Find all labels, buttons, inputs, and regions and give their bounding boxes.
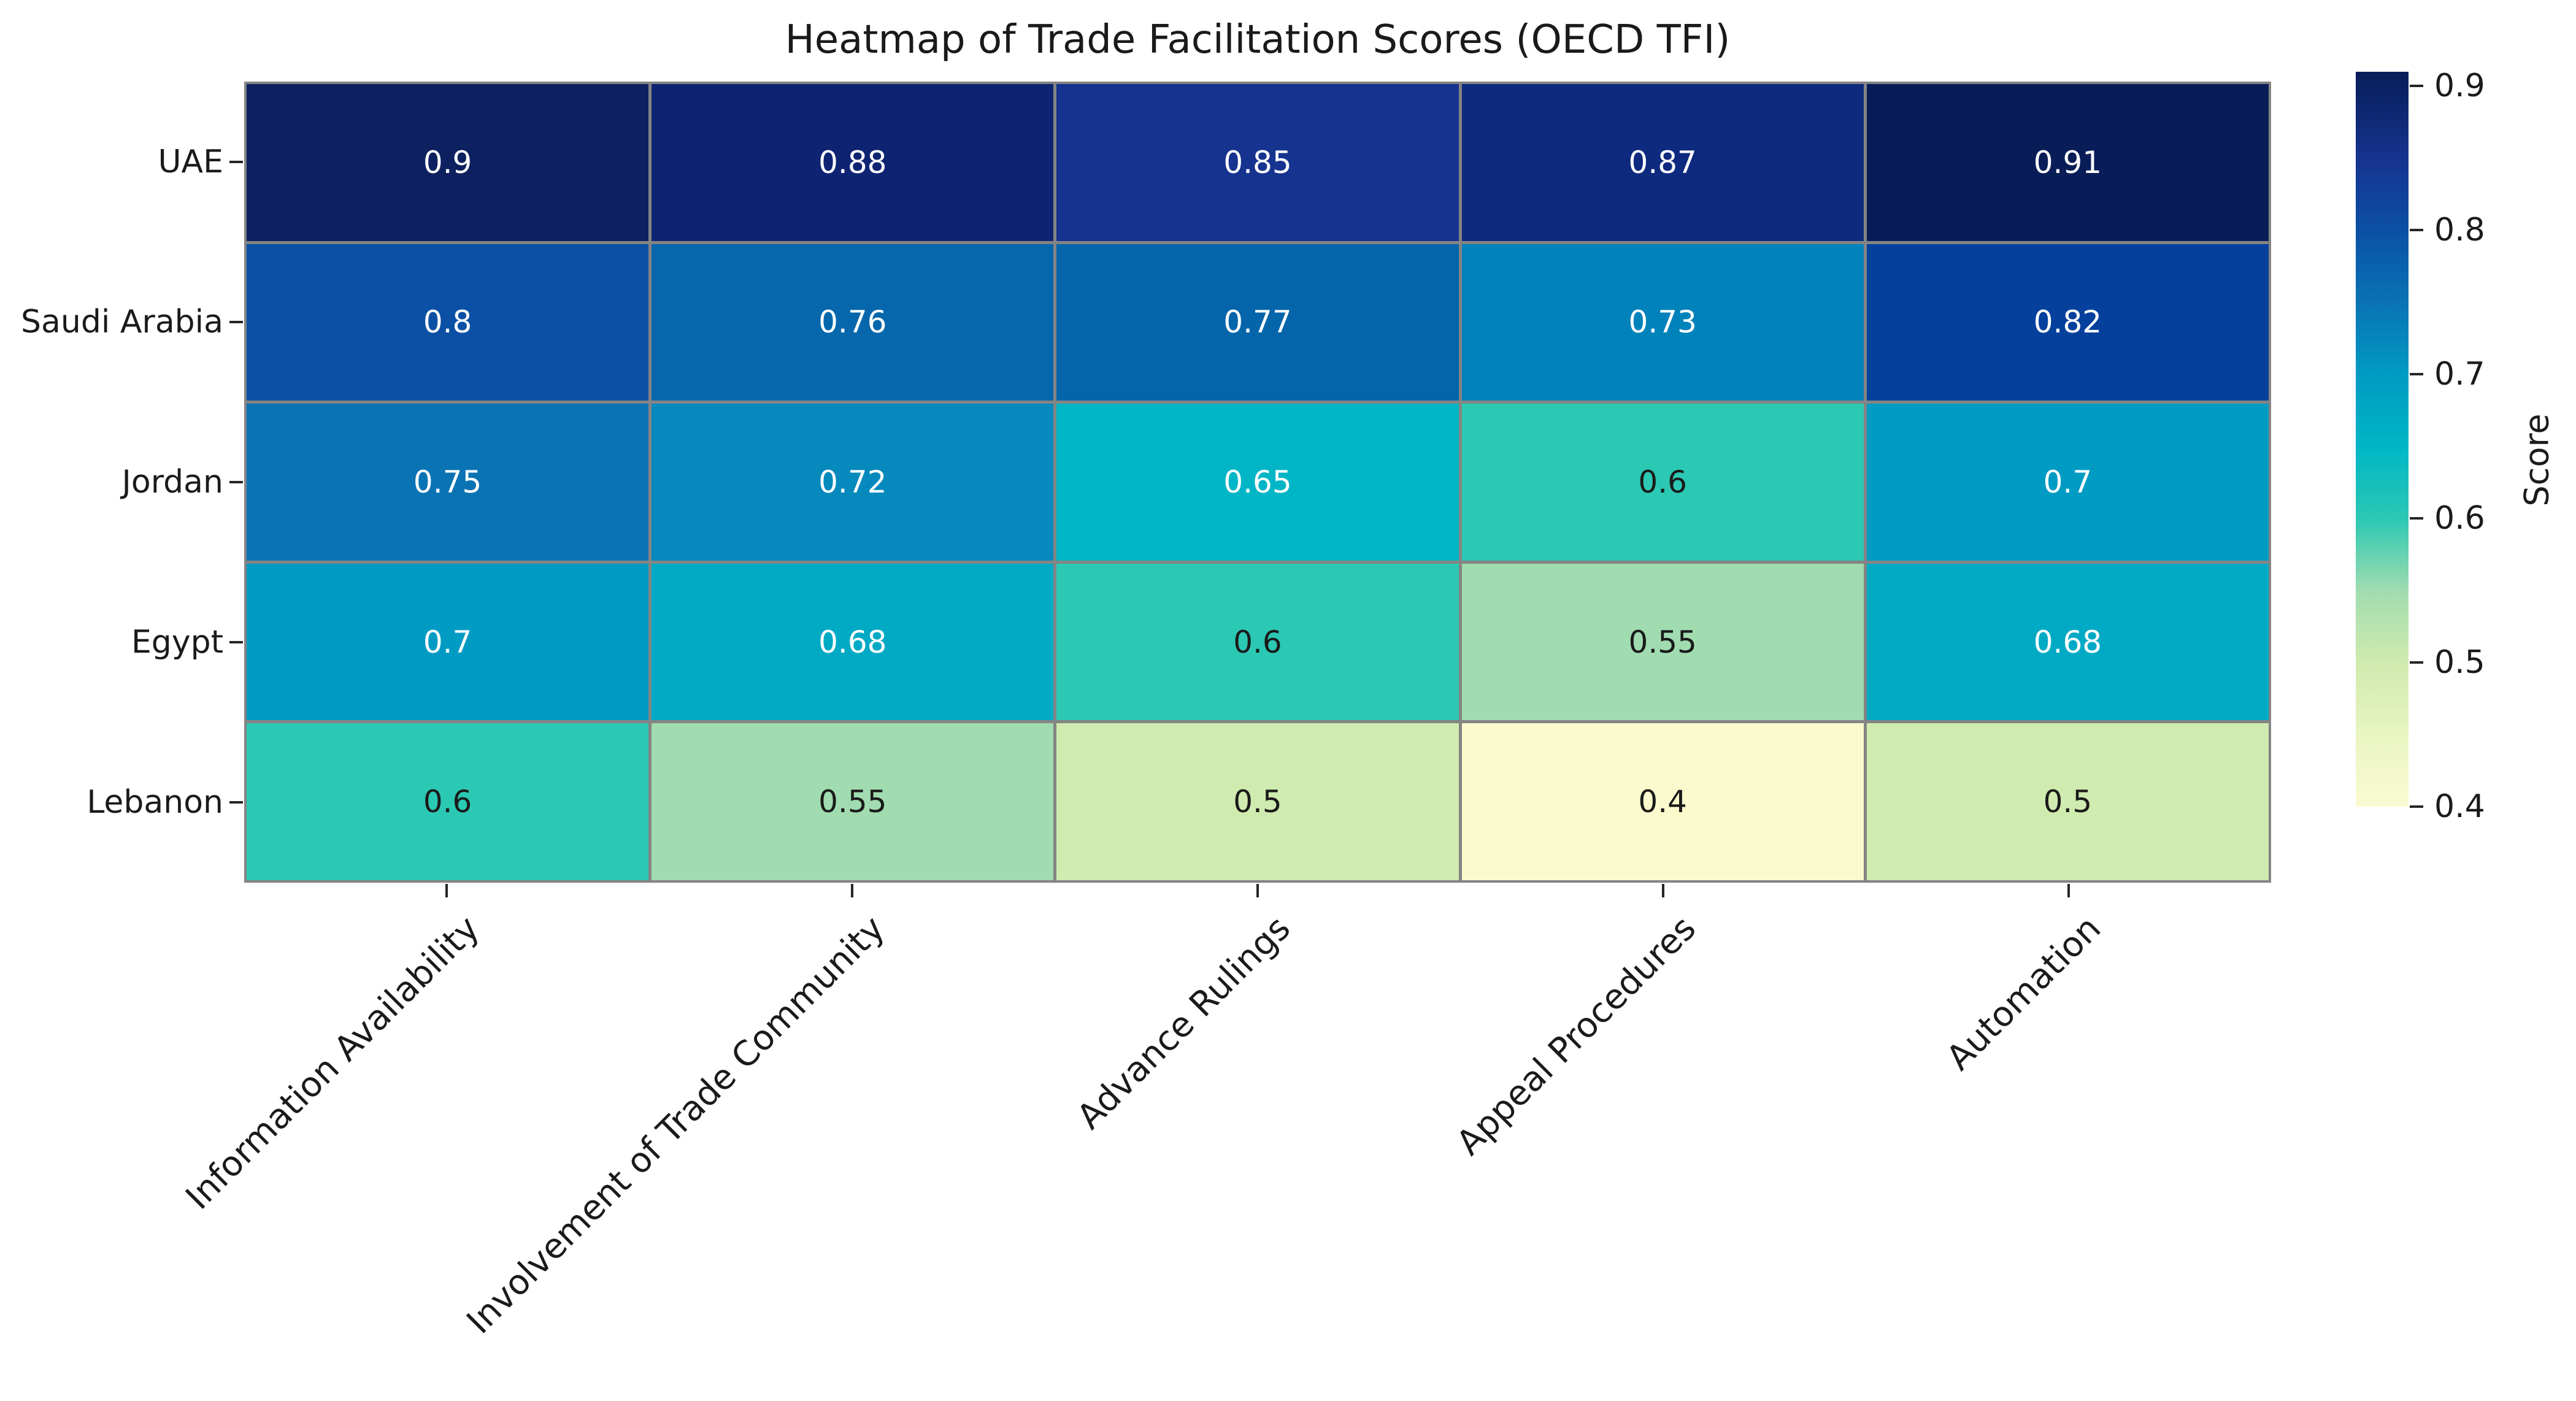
colorbar-tick-mark <box>2410 373 2423 376</box>
x-tick-mark <box>851 884 854 897</box>
colorbar-tick-label-0.4: 0.4 <box>2434 788 2485 825</box>
heatmap-cell-egypt-col3: 0.6 <box>1056 563 1459 721</box>
colorbar-tick-label-0.8: 0.8 <box>2434 212 2485 249</box>
cell-value: 0.55 <box>818 784 887 820</box>
cell-value: 0.77 <box>1223 304 1292 340</box>
heatmap-cell-lebanon-col2: 0.55 <box>652 723 1054 880</box>
cell-value: 0.88 <box>818 144 887 180</box>
heatmap-cell-saudi-arabia-col4: 0.73 <box>1461 244 1864 401</box>
heatmap-cell-jordan-col2: 0.72 <box>652 404 1054 561</box>
cell-value: 0.6 <box>423 784 472 820</box>
cell-value: 0.55 <box>1628 624 1697 660</box>
x-tick-mark <box>445 884 448 897</box>
y-tick-mark <box>229 320 243 323</box>
y-tick-label-jordan: Jordan <box>121 464 223 501</box>
cell-value: 0.82 <box>2033 304 2102 340</box>
heatmap-cell-jordan-col3: 0.65 <box>1056 404 1459 561</box>
heatmap-cell-jordan-col1: 0.75 <box>247 404 649 561</box>
cell-value: 0.5 <box>1233 784 1282 820</box>
cell-value: 0.6 <box>1233 624 1282 660</box>
heatmap-cell-egypt-col4: 0.55 <box>1461 563 1864 721</box>
x-tick-label-information-availability: Information Availability <box>178 908 488 1218</box>
colorbar-tick-label-0.7: 0.7 <box>2434 356 2485 393</box>
cell-value: 0.7 <box>423 624 472 660</box>
cell-value: 0.4 <box>1638 784 1687 820</box>
x-tick-mark <box>1661 884 1664 897</box>
heatmap-cell-saudi-arabia-col5: 0.82 <box>1866 244 2269 401</box>
x-tick-label-involvement-of-trade-community: Involvement of Trade Community <box>459 908 893 1342</box>
colorbar-tick-mark <box>2410 85 2423 88</box>
y-tick-label-egypt: Egypt <box>131 624 223 661</box>
x-tick-label-appeal-procedures: Appeal Procedures <box>1448 908 1704 1164</box>
cell-value: 0.68 <box>2033 624 2102 660</box>
heatmap-cell-jordan-col4: 0.6 <box>1461 404 1864 561</box>
y-tick-mark <box>229 801 243 804</box>
cell-value: 0.8 <box>423 304 472 340</box>
y-tick-label-saudi-arabia: Saudi Arabia <box>21 303 223 340</box>
colorbar-tick-mark <box>2410 661 2423 664</box>
cell-value: 0.65 <box>1223 464 1292 500</box>
cell-value: 0.68 <box>818 624 887 660</box>
cell-value: 0.85 <box>1223 144 1292 180</box>
heatmap-cell-uae-col4: 0.87 <box>1461 84 1864 241</box>
heatmap-cell-jordan-col5: 0.7 <box>1866 404 2269 561</box>
colorbar-gradient <box>2356 72 2409 807</box>
colorbar-tick-label-0.6: 0.6 <box>2434 500 2485 537</box>
cell-value: 0.6 <box>1638 464 1687 500</box>
y-tick-mark <box>229 160 243 163</box>
heatmap-plot-area: 0.9 0.88 0.85 0.87 0.91 0.8 0.76 0.77 0.73 0.82 0.… <box>244 82 2271 883</box>
y-tick-label-lebanon: Lebanon <box>87 784 223 821</box>
heatmap-cell-saudi-arabia-col3: 0.77 <box>1056 244 1459 401</box>
heatmap-cell-lebanon-col1: 0.6 <box>247 723 649 880</box>
heatmap-cell-uae-col5: 0.91 <box>1866 84 2269 241</box>
colorbar-tick-mark <box>2410 229 2423 232</box>
heatmap-cell-lebanon-col4: 0.4 <box>1461 723 1864 880</box>
colorbar-tick-label-0.5: 0.5 <box>2434 644 2485 681</box>
heatmap-cell-lebanon-col5: 0.5 <box>1866 723 2269 880</box>
heatmap-cell-uae-col3: 0.85 <box>1056 84 1459 241</box>
heatmap-cell-lebanon-col3: 0.5 <box>1056 723 1459 880</box>
x-tick-mark <box>2067 884 2070 897</box>
cell-value: 0.87 <box>1628 144 1697 180</box>
y-tick-mark <box>229 481 243 483</box>
colorbar-tick-mark <box>2410 517 2423 520</box>
heatmap-cell-saudi-arabia-col1: 0.8 <box>247 244 649 401</box>
cell-value: 0.76 <box>818 304 887 340</box>
cell-value: 0.72 <box>818 464 887 500</box>
cell-value: 0.5 <box>2043 784 2093 820</box>
heatmap-cell-saudi-arabia-col2: 0.76 <box>652 244 1054 401</box>
x-tick-mark <box>1256 884 1259 897</box>
heatmap-cell-egypt-col1: 0.7 <box>247 563 649 721</box>
heatmap-cell-egypt-col5: 0.68 <box>1866 563 2269 721</box>
x-tick-label-automation: Automation <box>1939 908 2109 1078</box>
heatmap-cell-uae-col1: 0.9 <box>247 84 649 241</box>
chart-title: Heatmap of Trade Facilitation Scores (OE… <box>785 17 1731 63</box>
cell-value: 0.7 <box>2043 464 2093 500</box>
cell-value: 0.75 <box>413 464 482 500</box>
colorbar-axis-label: Score <box>2517 413 2556 507</box>
heatmap-cell-egypt-col2: 0.68 <box>652 563 1054 721</box>
cell-value: 0.91 <box>2033 144 2102 180</box>
y-tick-mark <box>229 641 243 644</box>
cell-value: 0.9 <box>423 144 472 180</box>
cell-value: 0.73 <box>1628 304 1697 340</box>
colorbar-tick-label-0.9: 0.9 <box>2434 67 2485 105</box>
x-tick-label-advance-rulings: Advance Rulings <box>1069 908 1298 1137</box>
y-tick-label-uae: UAE <box>158 143 224 180</box>
heatmap-cell-uae-col2: 0.88 <box>652 84 1054 241</box>
colorbar-tick-mark <box>2410 805 2423 808</box>
